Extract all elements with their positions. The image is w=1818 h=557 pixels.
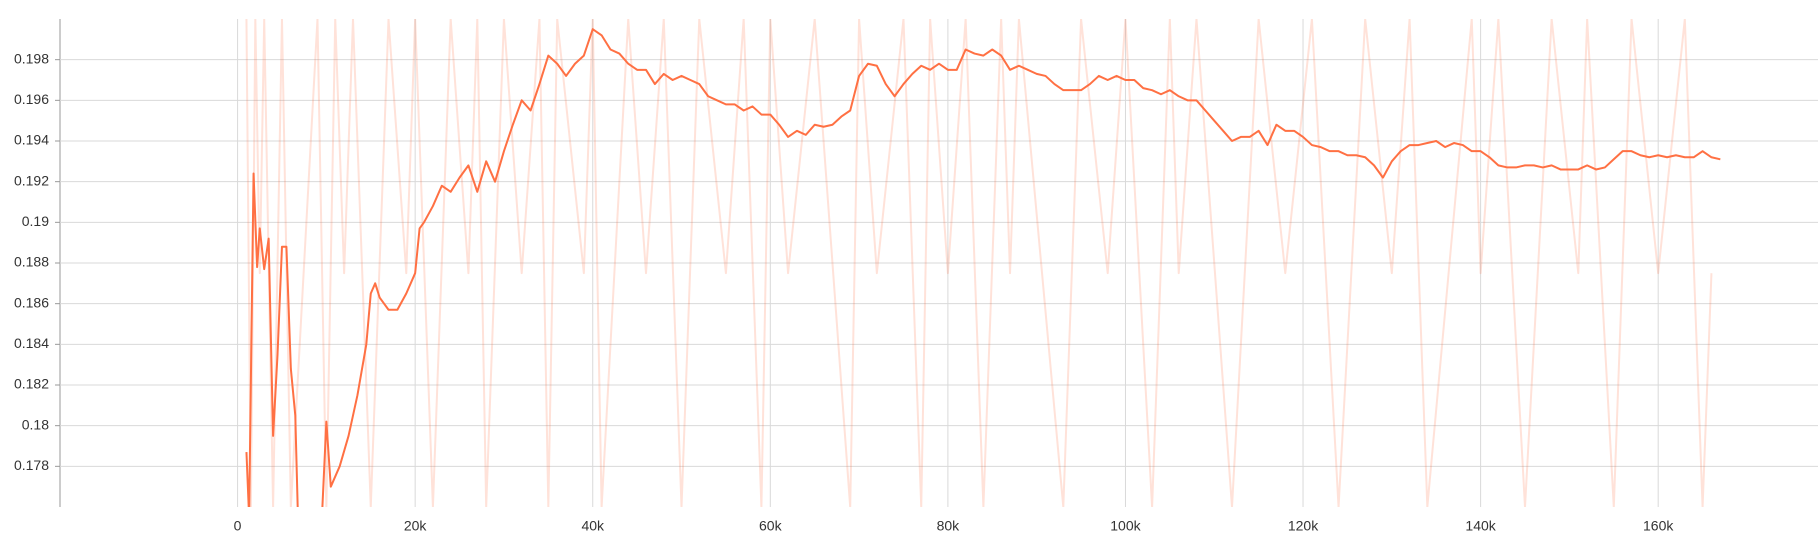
grid (55, 19, 1818, 507)
tick-labels: 0.178 0.18 0.182 0.184 0.186 0.188 0.19 0.192 0.… (14, 50, 1674, 533)
x-tick-label: 40k (581, 518, 605, 534)
y-tick-label: 0.188 (14, 254, 49, 270)
y-tick-label: 0.18 (22, 416, 49, 432)
x-tick-label: 120k (1288, 518, 1319, 534)
x-tick-label: 140k (1465, 518, 1496, 534)
x-tick-label: 60k (759, 518, 783, 534)
y-tick-label: 0.198 (14, 50, 49, 66)
y-tick-label: 0.194 (14, 132, 49, 148)
y-tick-label: 0.182 (14, 376, 49, 392)
y-tick-label: 0.186 (14, 294, 49, 310)
plot-area (245, 19, 1721, 507)
x-tick-label: 100k (1110, 518, 1141, 534)
y-tick-label: 0.192 (14, 172, 49, 188)
y-tick-label: 0.196 (14, 91, 49, 107)
x-tick-label: 80k (937, 518, 961, 534)
x-tick-label: 20k (404, 518, 428, 534)
y-tick-label: 0.184 (14, 335, 49, 351)
x-tick-label: 0 (234, 518, 242, 534)
data-line (245, 28, 1721, 507)
data-line (245, 19, 1713, 507)
y-tick-label: 0.178 (14, 457, 49, 473)
x-tick-label: 160k (1643, 518, 1674, 534)
y-tick-label: 0.19 (22, 213, 49, 229)
